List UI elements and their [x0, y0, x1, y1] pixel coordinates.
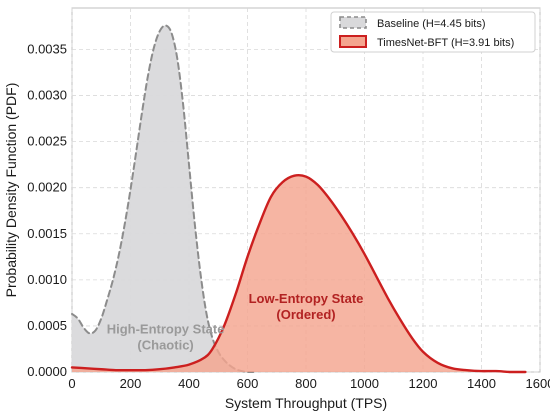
y-tick-label: 0.0015	[27, 226, 67, 241]
baseline-area	[72, 25, 254, 372]
x-tick-label: 200	[120, 376, 142, 391]
y-tick-label: 0.0000	[27, 364, 67, 379]
legend-label-timesnet: TimesNet-BFT (H=3.91 bits)	[377, 37, 514, 49]
legend-label-baseline: Baseline (H=4.45 bits)	[377, 18, 486, 30]
y-tick-label: 0.0025	[27, 134, 67, 149]
y-axis-title: Probability Density Function (PDF)	[3, 83, 19, 298]
x-tick-label: 0	[68, 376, 75, 391]
y-tick-label: 0.0035	[27, 41, 67, 56]
annotation-low-entropy: Low-Entropy State	[249, 291, 364, 306]
y-tick-label: 0.0005	[27, 318, 67, 333]
legend-swatch-timesnet	[339, 35, 367, 48]
legend-box	[330, 11, 536, 53]
legend: Baseline (H=4.45 bits) TimesNet-BFT (H=3…	[330, 11, 536, 53]
y-tick-label: 0.0030	[27, 88, 67, 103]
x-tick-label: 1200	[409, 376, 438, 391]
x-tick-label: 400	[178, 376, 200, 391]
timesnet-area	[72, 175, 526, 372]
annotation-high-entropy: High-Entropy State	[107, 321, 225, 336]
y-tick-label: 0.0020	[27, 180, 67, 195]
annotation-low-entropy: (Ordered)	[276, 307, 335, 322]
timesnet-curve	[70, 173, 527, 374]
y-tick-label: 0.0010	[27, 272, 67, 287]
annotation-high-entropy: (Chaotic)	[137, 337, 193, 352]
series-layer	[70, 24, 527, 374]
annotations: High-Entropy State(Chaotic) Low-Entropy S…	[107, 291, 364, 352]
legend-swatch-baseline	[339, 16, 367, 29]
x-axis-title: System Throughput (TPS)	[225, 395, 387, 411]
x-tick-label: 600	[237, 376, 259, 391]
x-tick-label: 800	[295, 376, 317, 391]
x-tick-label: 1000	[350, 376, 379, 391]
x-tick-label: 1400	[467, 376, 496, 391]
